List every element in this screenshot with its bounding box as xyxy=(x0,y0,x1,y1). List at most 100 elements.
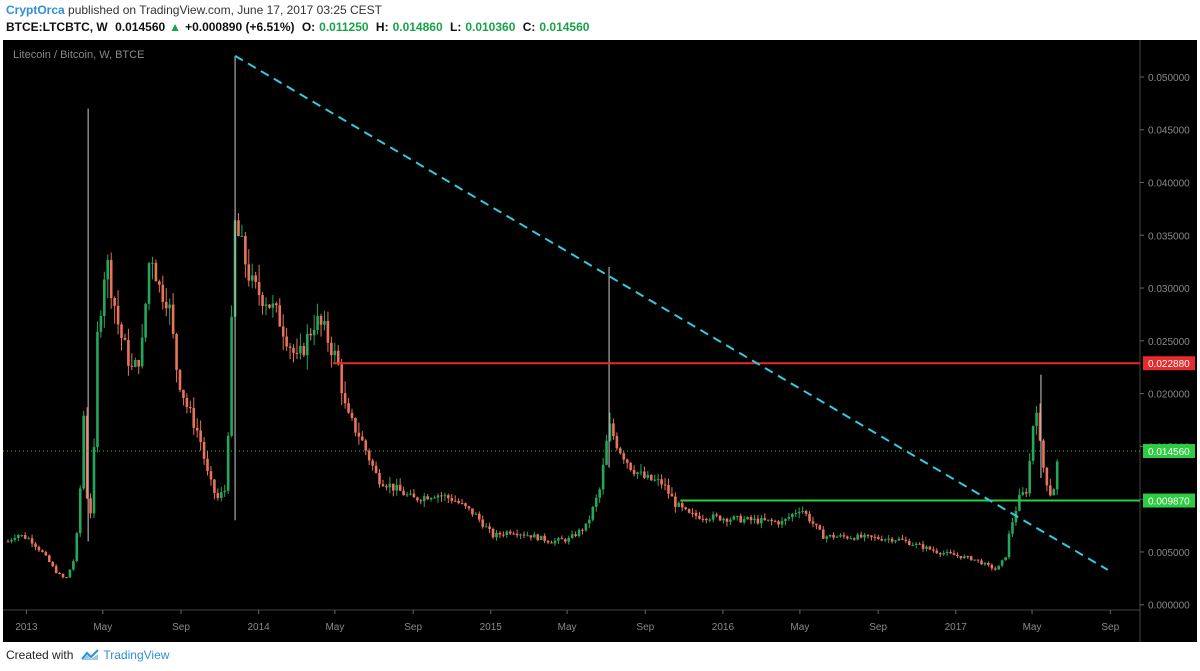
candle-body xyxy=(725,518,729,522)
candle-body xyxy=(371,460,374,466)
candle-body xyxy=(883,539,887,541)
candle-body xyxy=(309,333,313,336)
tradingview-brand-link[interactable]: TradingView xyxy=(103,648,170,662)
candle-body xyxy=(275,303,278,306)
candle-body xyxy=(653,479,657,481)
candle-body xyxy=(938,552,942,555)
resistance-price-label: 0.022880 xyxy=(1148,359,1190,370)
candle-body xyxy=(151,262,154,264)
candle-body xyxy=(877,537,880,540)
candle-body xyxy=(753,518,756,521)
candle-body xyxy=(41,550,44,552)
candle-body xyxy=(61,574,65,578)
candle-body xyxy=(164,301,168,309)
candle-body xyxy=(601,464,605,490)
y-tick-label: 0.025000 xyxy=(1148,337,1190,348)
candle-body xyxy=(419,500,423,502)
candle-body xyxy=(856,534,859,540)
candle-body xyxy=(374,465,378,473)
candle-body xyxy=(175,334,178,370)
candle-body xyxy=(553,540,557,544)
candle-body xyxy=(120,324,123,338)
candle-body xyxy=(598,489,601,498)
candle-body xyxy=(966,556,970,558)
candle-body xyxy=(168,304,171,309)
y-tick-label: 0.050000 xyxy=(1148,73,1190,84)
symbol-label[interactable]: BTCE:LTCBTC, W xyxy=(6,20,108,34)
author-link[interactable]: CryptOrca xyxy=(6,3,65,17)
candle-body xyxy=(791,513,794,518)
candle-body xyxy=(694,512,698,516)
footer: Created with TradingView xyxy=(6,648,169,662)
candle-body xyxy=(453,500,457,502)
candle-body xyxy=(1045,467,1049,486)
candle-body xyxy=(158,281,161,285)
low-label: L: xyxy=(449,20,462,34)
open-label: O: xyxy=(301,20,316,34)
candle-body xyxy=(963,556,966,559)
candle-body xyxy=(381,484,385,487)
candle-body xyxy=(1055,461,1059,490)
candle-body xyxy=(409,493,412,495)
candle-body xyxy=(6,541,10,543)
y-tick-label: 0.020000 xyxy=(1148,390,1190,401)
candle-body xyxy=(133,359,137,367)
candle-body xyxy=(539,535,543,541)
candle-body xyxy=(718,515,722,521)
candle-body xyxy=(846,536,849,539)
candle-body xyxy=(429,498,433,500)
candle-body xyxy=(316,315,319,330)
candle-body xyxy=(684,507,687,510)
candle-body xyxy=(625,459,629,463)
candle-body xyxy=(784,518,787,521)
candle-body xyxy=(199,430,202,443)
y-tick-label: 0.005000 xyxy=(1148,548,1190,559)
candle-body xyxy=(268,304,271,308)
candle-body xyxy=(319,315,323,325)
candle-body xyxy=(570,534,574,538)
candle-body xyxy=(715,514,718,516)
candle-body xyxy=(873,536,877,538)
candle-body xyxy=(632,469,636,475)
candle-body xyxy=(646,474,650,478)
candle-body xyxy=(667,484,670,494)
candle-body xyxy=(859,534,863,538)
candle-body xyxy=(629,462,632,470)
candle-body xyxy=(739,515,743,523)
support-price-label-bg xyxy=(1143,493,1195,508)
candle-body xyxy=(78,488,82,534)
candle-body xyxy=(756,518,760,524)
chart-panel[interactable]: Litecoin / Bitcoin, W, BTCE 0.050000 0.04… xyxy=(3,40,1197,642)
candle-body xyxy=(1031,426,1035,461)
x-tick-label: Sep xyxy=(172,622,190,633)
price-chart[interactable]: Litecoin / Bitcoin, W, BTCE 0.050000 0.04… xyxy=(3,40,1197,642)
candle-body xyxy=(932,549,935,551)
candle-body xyxy=(254,275,257,282)
candle-body xyxy=(670,493,674,497)
price-change: +0.000890 (+6.51%) xyxy=(185,20,295,34)
candle-body xyxy=(182,389,185,399)
candle-body xyxy=(639,471,643,473)
candle-body xyxy=(1011,522,1014,534)
candle-body xyxy=(123,337,127,341)
candle-body xyxy=(250,275,254,281)
candle-body xyxy=(980,560,983,565)
candle-body xyxy=(818,525,822,530)
candle-body xyxy=(732,516,736,520)
candle-body xyxy=(161,284,165,302)
x-tick-label: Sep xyxy=(636,622,654,633)
candle-body xyxy=(147,263,151,304)
candle-body xyxy=(58,572,61,575)
candle-body xyxy=(581,529,584,531)
candle-body xyxy=(312,329,316,336)
candle-body xyxy=(422,496,426,502)
candle-body xyxy=(660,479,663,485)
y-tick-label: 0.030000 xyxy=(1148,284,1190,295)
candle-body xyxy=(323,321,326,325)
candles xyxy=(6,55,1059,579)
candle-body xyxy=(512,533,515,535)
high-label: H: xyxy=(375,20,389,34)
candle-body xyxy=(99,315,103,332)
candle-body xyxy=(852,538,856,540)
candle-body xyxy=(887,538,890,540)
